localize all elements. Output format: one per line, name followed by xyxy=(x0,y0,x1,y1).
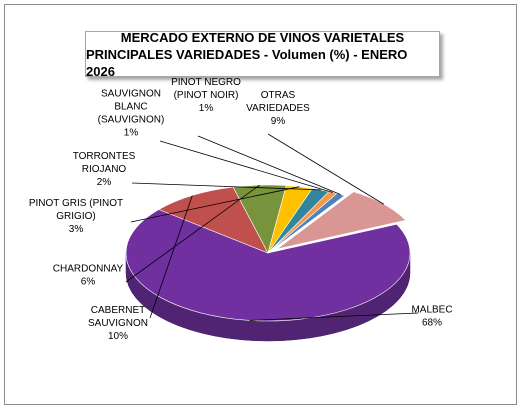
data-label-pinot-negro-pinot-noir: PINOT NEGRO (PINOT NOIR) 1% xyxy=(171,77,241,114)
data-label-value: 1% xyxy=(199,103,214,114)
data-label-name: RIOJANO xyxy=(82,164,127,175)
leader-line-otras-variedades xyxy=(267,133,385,205)
data-label-name: TORRONTES xyxy=(73,151,136,162)
data-label-value: 3% xyxy=(69,224,84,235)
data-label-value: 2% xyxy=(97,177,112,188)
chart-title-box: MERCADO EXTERNO DE VINOS VARIETALES PRIN… xyxy=(85,29,440,79)
data-label-value: 9% xyxy=(271,116,286,127)
leader-line-torrontes-riojano xyxy=(131,182,321,191)
data-label-name: (PINOT NOIR) xyxy=(174,90,239,101)
data-label-name: BLANC xyxy=(114,102,147,113)
data-label-name: OTRAS xyxy=(261,90,296,101)
data-label-name: GRIGIO) xyxy=(56,211,95,222)
data-label-name: PINOT NEGRO xyxy=(171,77,241,88)
leader-line-pinot-negro-pinot-noir xyxy=(197,135,341,195)
leader-line-cabernet-sauvignon xyxy=(149,195,193,319)
chart-title-line-1: MERCADO EXTERNO DE VINOS VARIETALES xyxy=(120,29,405,45)
data-label-name: (SAUVIGNON) xyxy=(98,115,165,126)
leader-line-malbec xyxy=(249,312,419,321)
data-label-sauvignon-blanc-sauvignon: SAUVIGNON BLANC (SAUVIGNON) 1% xyxy=(98,89,165,139)
data-label-malbec: MALBEC 68% xyxy=(411,305,452,329)
data-label-value: 6% xyxy=(81,277,96,288)
data-label-name: CABERNET xyxy=(91,305,145,316)
data-label-value: 68% xyxy=(422,318,442,329)
data-label-name: MALBEC xyxy=(411,305,452,316)
leader-line-pinot-gris-pinot-grigio xyxy=(130,186,300,223)
leader-line-sauvignon-blanc-sauvignon xyxy=(159,140,334,193)
data-label-chardonnay: CHARDONNAY 6% xyxy=(53,264,124,288)
data-label-name: CHARDONNAY xyxy=(53,264,124,275)
data-label-name: SAUVIGNON xyxy=(101,89,161,100)
data-label-pinot-gris-pinot-grigio: PINOT GRIS (PINOT GRIGIO) 3% xyxy=(29,198,123,235)
data-label-name: VARIEDADES xyxy=(246,103,310,114)
data-label-value: 10% xyxy=(108,331,128,342)
data-label-cabernet-sauvignon: CABERNET SAUVIGNON 10% xyxy=(88,305,148,342)
data-label-torrontes-riojano: TORRONTES RIOJANO 2% xyxy=(73,151,136,188)
chart-title-line-2: PRINCIPALES VARIEDADES - Volumen (%) - E… xyxy=(86,46,408,79)
data-label-name: SAUVIGNON xyxy=(88,318,148,329)
leader-line-chardonnay xyxy=(125,184,260,283)
data-label-value: 1% xyxy=(124,128,139,139)
data-label-name: PINOT GRIS (PINOT xyxy=(29,198,123,209)
data-label-otras-variedades: OTRAS VARIEDADES 9% xyxy=(246,90,310,127)
